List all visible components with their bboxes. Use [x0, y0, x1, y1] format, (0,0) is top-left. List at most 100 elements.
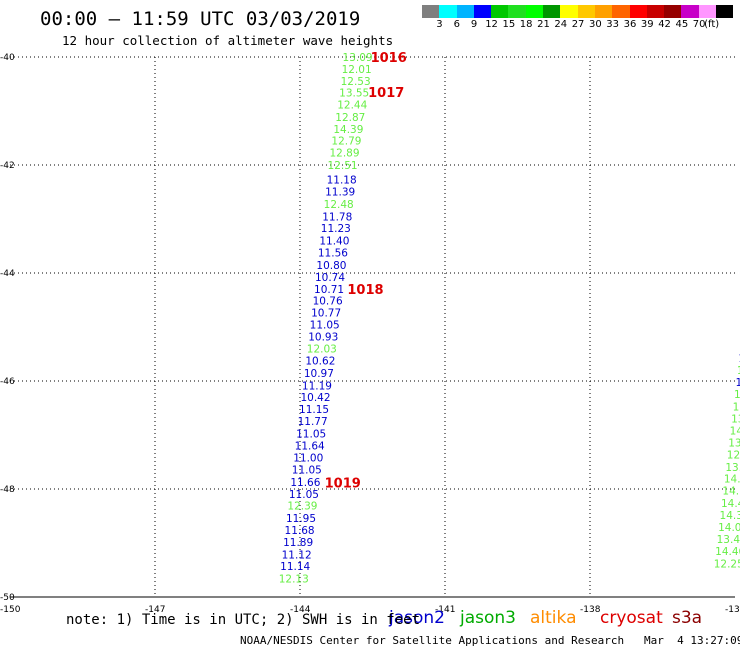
wave-height-label: 10.77 — [311, 307, 341, 319]
wave-height-label: 11.40 — [319, 236, 349, 248]
wave-height-label: 14.47 — [721, 498, 740, 510]
color-swatch — [716, 5, 734, 18]
legend-s3a: s3a — [672, 608, 703, 628]
wave-height-label: 12.89 — [329, 148, 359, 160]
wave-height-label: 11.05 — [296, 428, 326, 440]
wave-height-label: 11.05 — [310, 319, 340, 331]
wave-height-label: 11.00 — [293, 453, 323, 465]
color-swatch — [681, 5, 699, 18]
wave-height-label: 12.51 — [328, 160, 358, 172]
wave-height-label: 10.62 — [305, 355, 335, 367]
wave-height-label: 12.44 — [337, 100, 367, 112]
color-scale-label: 18 — [519, 19, 533, 30]
x-tick-label-corner: -150 — [0, 605, 21, 615]
wave-height-label: 11.19 — [302, 380, 332, 392]
y-tick-label: -42 — [0, 161, 15, 171]
wave-height-label: 12.39 — [287, 501, 317, 513]
color-swatch — [525, 5, 544, 18]
wave-height-label: 11.05 — [289, 489, 319, 501]
wave-height-label: 12.87 — [335, 112, 365, 124]
color-swatch — [491, 5, 509, 18]
wave-height-label: 14.15 — [722, 486, 740, 498]
color-swatch — [612, 5, 630, 18]
wave-height-label: 14.29 — [730, 426, 740, 438]
wave-height-label: 11.77 — [298, 416, 328, 428]
color-scale: 3 6 9 12 15 18 21 24 27 30 33 36 39 42 45 70 (ft) — [422, 5, 740, 32]
pressure-label: 1016 — [371, 51, 407, 66]
color-scale-label: 27 — [571, 19, 585, 30]
wave-height-label: 11.56 — [318, 247, 348, 259]
color-scale-label: 15 — [502, 19, 516, 30]
wave-height-label: 13.42 — [717, 534, 740, 546]
wave-height-label: 13.55 — [339, 88, 369, 100]
wave-height-label: 11.68 — [285, 525, 315, 537]
legend-jason3: jason3 — [460, 608, 516, 628]
wave-height-label: 12.28 — [737, 365, 740, 377]
pressure-label: 1019 — [325, 477, 361, 492]
x-tick-label: -141 — [435, 605, 455, 615]
color-scale-swatches — [422, 5, 740, 18]
footer-credit: NOAA/NESDIS Center for Satellite Applica… — [240, 634, 740, 647]
wave-height-label: 12.03 — [307, 344, 337, 356]
color-swatch — [698, 5, 717, 18]
wave-height-label: 10.80 — [316, 260, 346, 272]
wave-height-label: 10.76 — [313, 296, 343, 308]
legend-altika: altika — [530, 608, 577, 628]
color-swatch — [508, 5, 526, 18]
wave-height-label: 12.25 — [714, 559, 740, 571]
wave-height-label: 11.66 — [290, 477, 320, 489]
y-tick-label: -44 — [0, 269, 15, 279]
wave-height-label: 11.23 — [321, 223, 351, 235]
wave-height-label: 11.05 — [292, 465, 322, 477]
wave-height-label: 11.18 — [327, 175, 357, 187]
color-swatch — [473, 5, 492, 18]
wave-height-label: 14.46 — [715, 546, 740, 558]
wave-height-label: 14.03 — [718, 522, 740, 534]
color-scale-label: 6 — [453, 19, 460, 30]
y-tick-label: -50 — [0, 593, 15, 603]
x-tick-label: -138 — [580, 605, 601, 615]
wave-height-label: 10.42 — [300, 392, 330, 404]
wave-height-label: 11.64 — [295, 440, 325, 452]
color-scale-label: 12 — [485, 19, 498, 30]
y-tick-label: -48 — [0, 485, 15, 495]
color-swatch — [456, 5, 474, 18]
pressure-label: 1017 — [368, 86, 404, 101]
color-scale-label: 33 — [606, 19, 620, 30]
color-scale-label: 9 — [470, 19, 478, 30]
wave-height-label: 10.93 — [308, 332, 338, 344]
wave-height-label: 12.53 — [341, 76, 371, 88]
color-scale-label: 3 — [436, 19, 443, 30]
color-scale-label: 30 — [589, 19, 602, 30]
wave-height-label: 10.90 — [738, 353, 740, 365]
wave-height-label: 11.89 — [283, 537, 313, 549]
wave-height-label: 14.32 — [720, 510, 740, 522]
wave-height-label: 13.46 — [728, 438, 740, 450]
wave-height-label: 11.95 — [286, 513, 316, 525]
footer-note: note: 1) Time is in UTC; 2) SWH is in fe… — [66, 612, 421, 628]
color-swatch — [543, 5, 561, 18]
color-scale-label: (ft) — [704, 19, 720, 30]
wave-height-label: 13.09 — [343, 52, 373, 64]
wave-height-label: 12.01 — [342, 64, 372, 76]
wave-height-label: 10.71 — [314, 284, 344, 296]
wave-height-label: 14.39 — [333, 124, 363, 136]
wave-height-label: 14.67 — [724, 474, 740, 486]
color-swatch — [577, 5, 595, 18]
x-tick-label: -13 — [725, 605, 740, 615]
wave-height-label: 13.44 — [733, 401, 740, 413]
wave-height-label: 11.39 — [325, 186, 355, 198]
legend-cryosat: cryosat — [600, 608, 663, 628]
color-scale-labels: 3 6 9 12 15 18 21 24 27 30 33 36 39 42 45 70 (ft) — [422, 18, 740, 32]
color-swatch — [560, 5, 578, 18]
wave-height-label: 10.74 — [315, 272, 345, 284]
color-swatch — [629, 5, 647, 18]
y-tick-label: -46 — [0, 377, 15, 387]
wave-height-label: 10.97 — [304, 368, 334, 380]
color-swatch — [646, 5, 665, 18]
wave-height-label: 11.95 — [735, 377, 740, 389]
wave-height-label: 12.48 — [324, 199, 354, 211]
color-swatch — [439, 5, 457, 18]
wave-height-label: 11.12 — [282, 549, 312, 561]
